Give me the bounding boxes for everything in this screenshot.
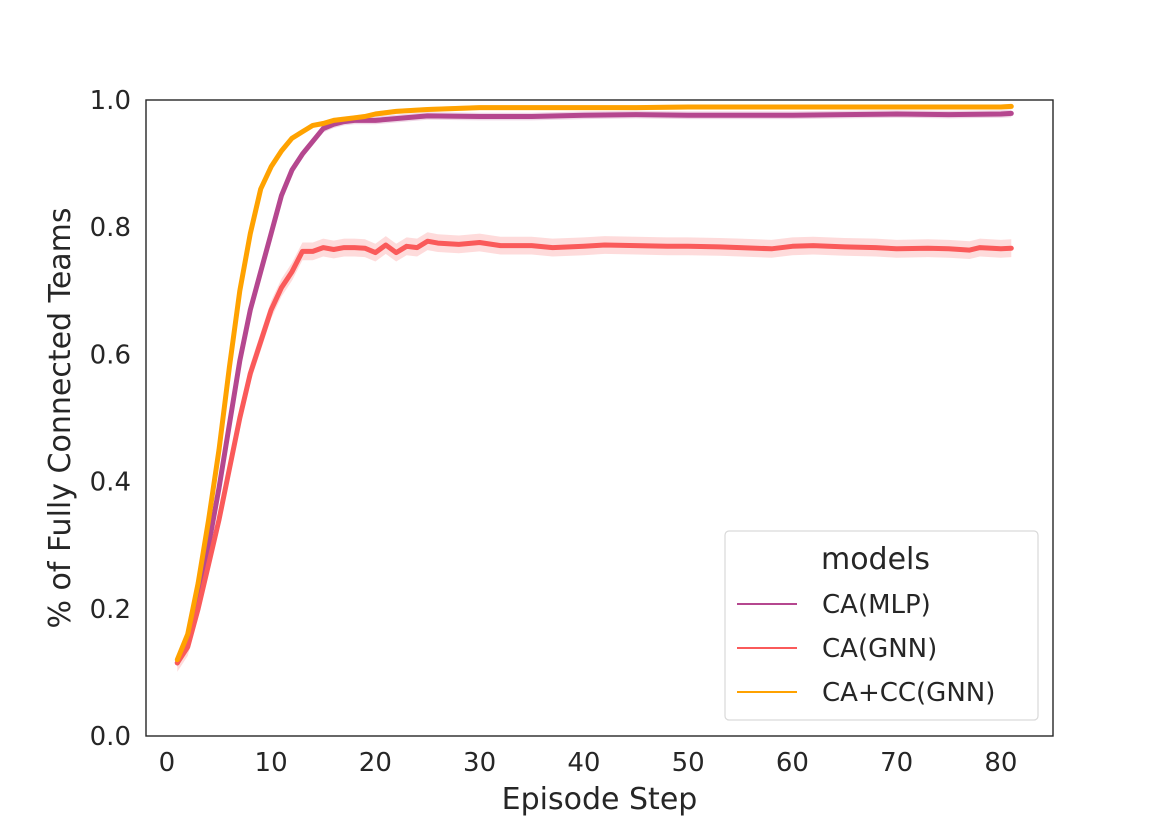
y-tick-label: 0.0: [90, 722, 131, 752]
x-tick-label: 80: [984, 748, 1017, 778]
y-axis-label: % of Fully Connected Teams: [43, 207, 78, 628]
legend-label-ca-mlp: CA(MLP): [822, 590, 931, 620]
y-tick-label: 0.6: [90, 340, 131, 370]
y-tick-label: 0.2: [90, 595, 131, 625]
x-tick-label: 0: [159, 748, 176, 778]
x-tick-label: 30: [463, 748, 496, 778]
y-axis-ticks: 0.0 0.2 0.4 0.6 0.8 1.0: [90, 86, 131, 752]
x-tick-label: 50: [672, 748, 705, 778]
x-tick-label: 10: [255, 748, 288, 778]
x-tick-label: 70: [880, 748, 913, 778]
plot-area-frame: [145, 99, 1054, 737]
legend-label-ca-cc-gnn: CA+CC(GNN): [822, 678, 995, 708]
legend: models CA(MLP) CA(GNN) CA+CC(GNN): [724, 530, 1039, 721]
y-tick-label: 1.0: [90, 86, 131, 116]
x-tick-label: 60: [776, 748, 809, 778]
x-axis-ticks: 0 10 20 30 40 50 60 70 80: [159, 748, 1018, 778]
legend-label-ca-gnn: CA(GNN): [822, 634, 937, 664]
y-tick-label: 0.4: [90, 468, 131, 498]
y-tick-label: 0.8: [90, 213, 131, 243]
series-line-ca-gnn: [174, 238, 1014, 666]
x-axis-label: Episode Step: [502, 782, 698, 817]
series-line-ca-cc-gnn: [174, 103, 1014, 663]
series-lines: [174, 103, 1014, 666]
x-tick-label: 20: [359, 748, 392, 778]
x-tick-label: 40: [567, 748, 600, 778]
legend-box: [724, 530, 1039, 721]
legend-title: models: [821, 542, 930, 577]
legend-items: CA(MLP) CA(GNN) CA+CC(GNN): [737, 590, 995, 708]
